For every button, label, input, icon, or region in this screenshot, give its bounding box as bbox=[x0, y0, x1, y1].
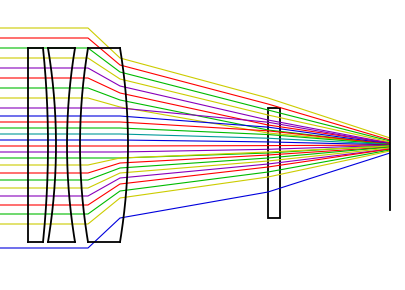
Bar bbox=[268, 108, 280, 218]
